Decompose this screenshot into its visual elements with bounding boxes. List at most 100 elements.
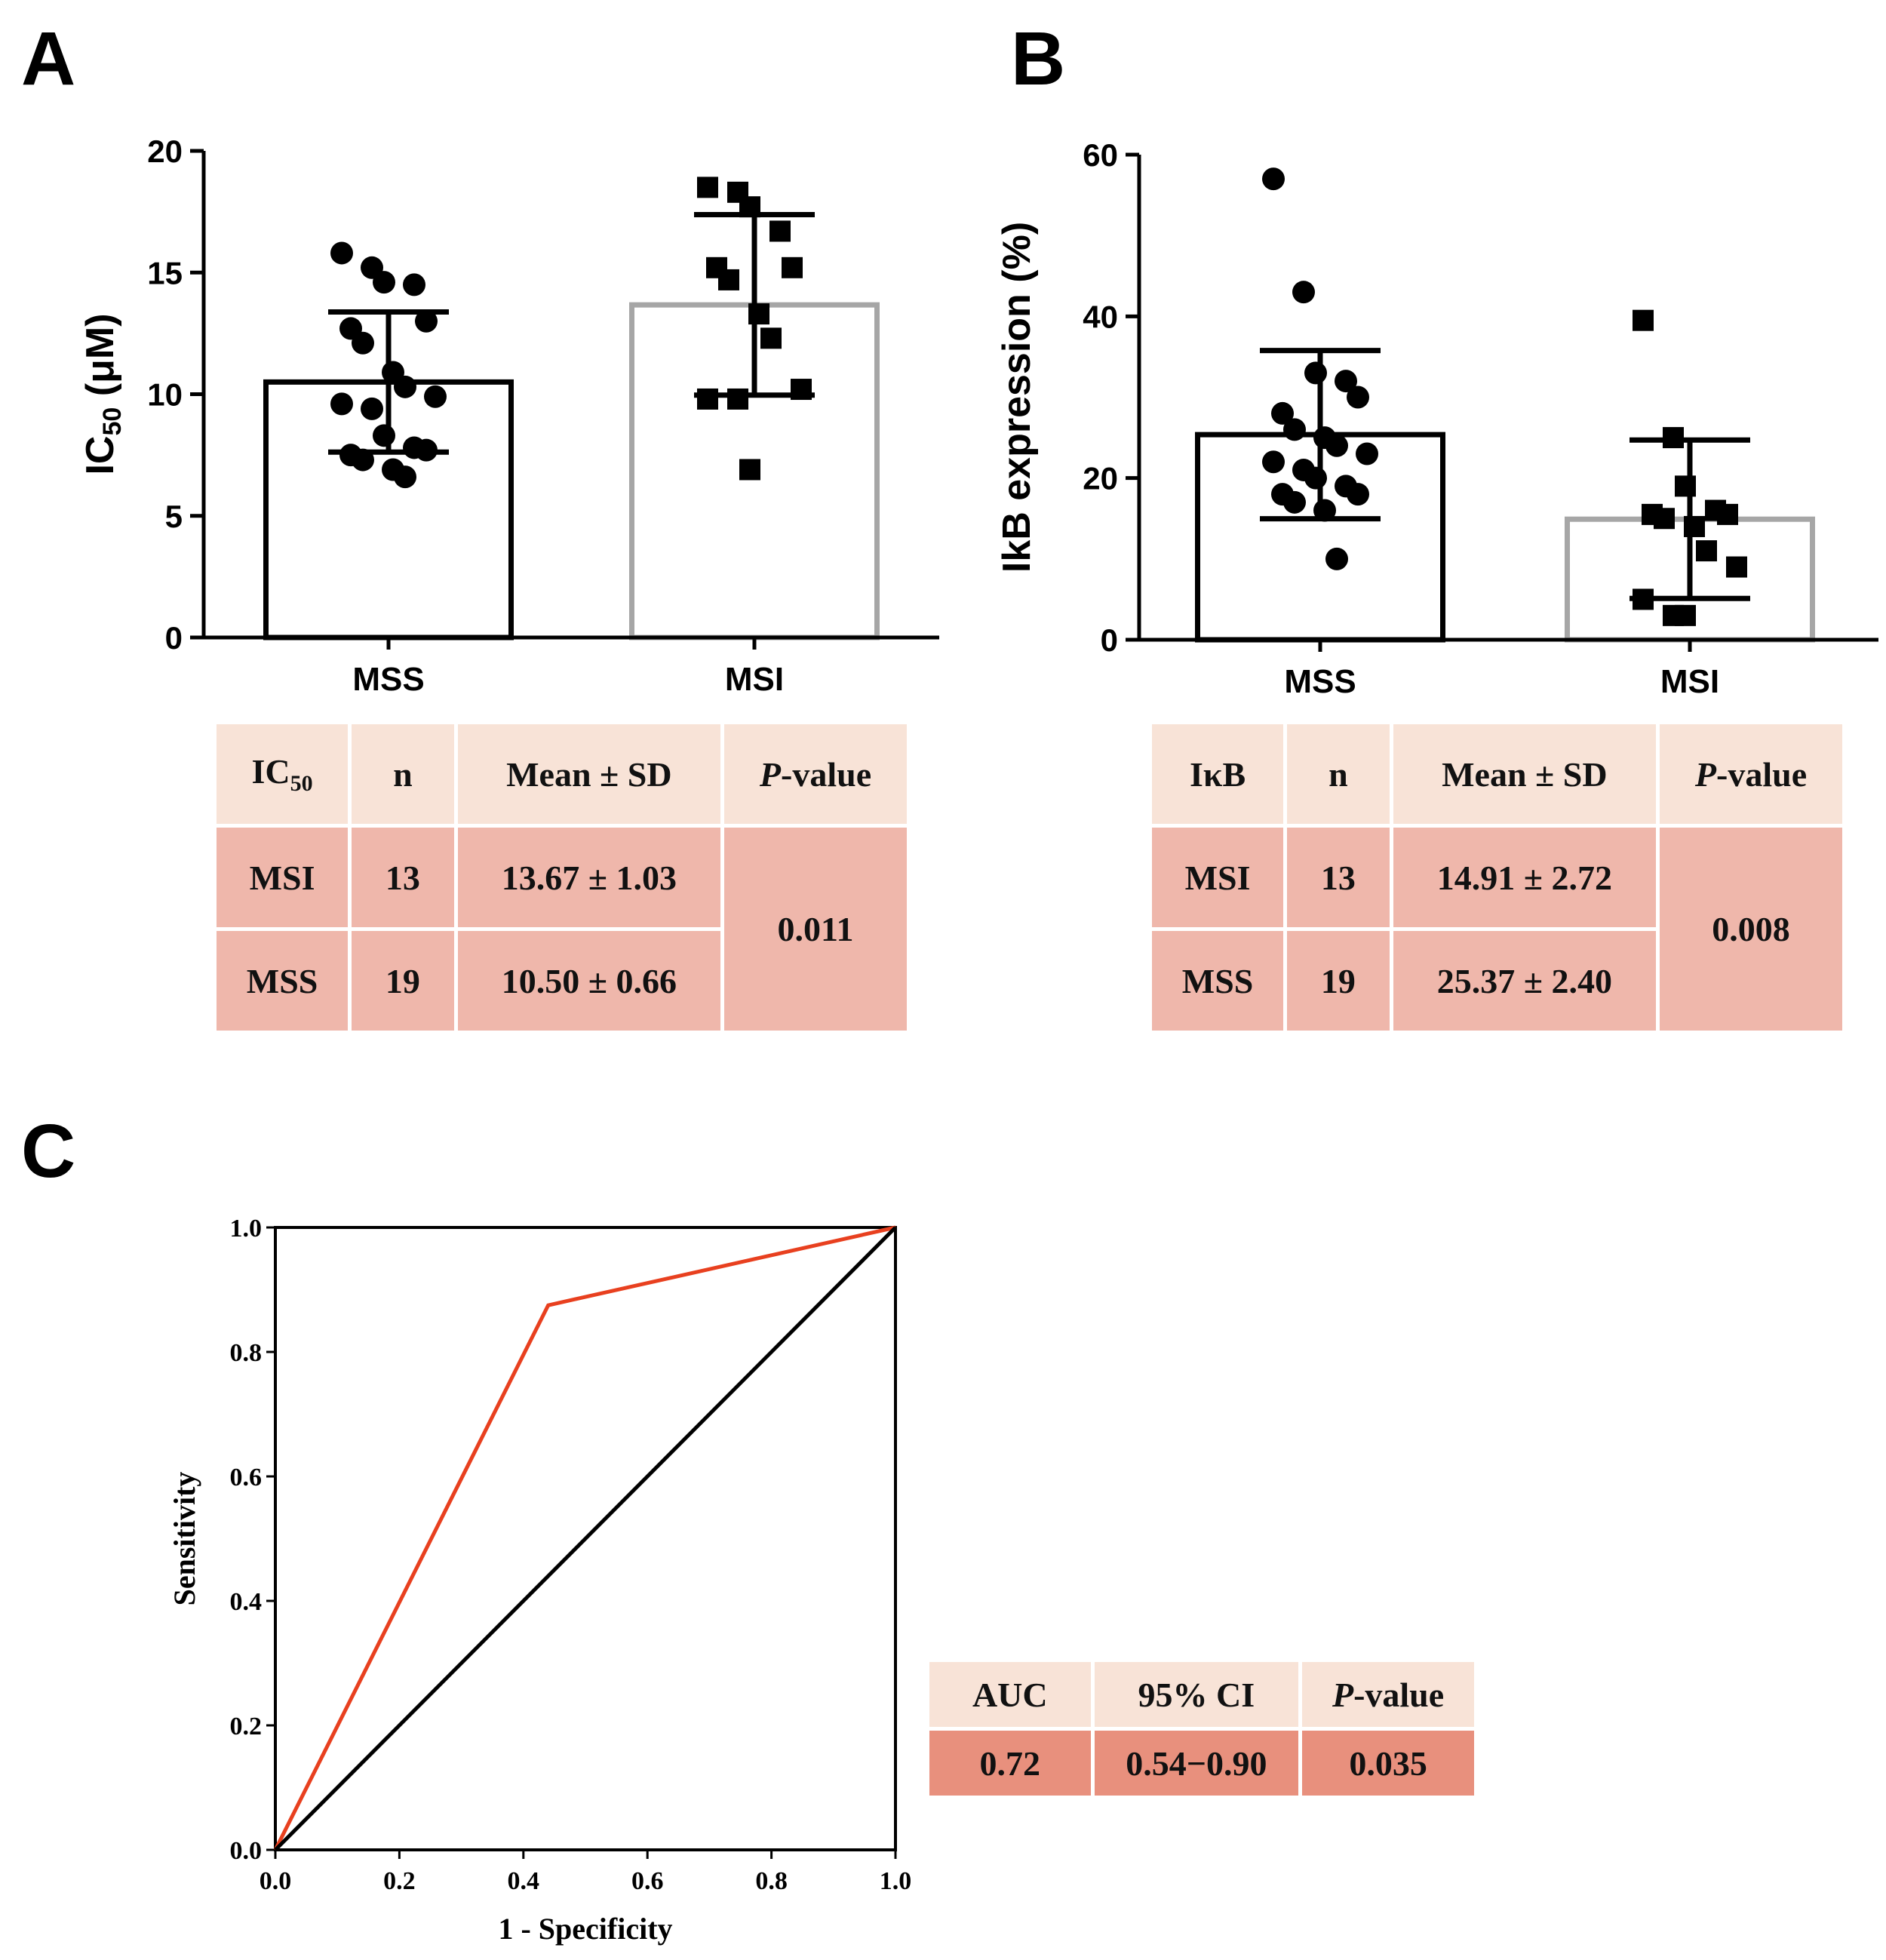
- row-group: MSI: [217, 828, 349, 927]
- header-n: n: [352, 724, 454, 824]
- data-point-msi: [739, 459, 760, 481]
- table-header-row: IC50 n Mean ± SD P-value: [217, 724, 907, 824]
- header-auc: AUC: [929, 1662, 1091, 1727]
- header-n: n: [1287, 724, 1390, 824]
- header-ic50: IC50: [217, 724, 349, 824]
- data-point-mss: [1304, 466, 1327, 490]
- chart-a-ic50: 0 5 10 15 20 MSS MSI IC50 (μM): [78, 134, 939, 698]
- row-group: MSS: [217, 931, 349, 1031]
- ci-value: 0.54−0.90: [1094, 1731, 1299, 1796]
- auc-value: 0.72: [929, 1731, 1091, 1796]
- x-tick-label-msi: MSI: [1660, 663, 1719, 700]
- header-mean-sd: Mean ± SD: [457, 724, 721, 824]
- x-tick-label: 0.4: [508, 1867, 540, 1895]
- data-point-msi: [1726, 556, 1747, 578]
- y-tick-label: 0.4: [230, 1588, 263, 1616]
- data-point-mss: [1335, 370, 1357, 393]
- table-row: MSI 13 13.67 ± 1.03 0.011: [217, 828, 907, 1031]
- data-point-mss: [1283, 418, 1306, 441]
- x-tick-label: 0.2: [383, 1867, 416, 1895]
- data-point-msi: [697, 177, 718, 198]
- y-tick-label: 0.8: [230, 1339, 263, 1367]
- data-point-msi: [1633, 309, 1654, 331]
- x-tick-label-mss: MSS: [352, 661, 424, 698]
- y-tick-label: 0: [1101, 622, 1118, 658]
- data-point-mss: [1347, 386, 1369, 409]
- data-point-msi: [1717, 503, 1738, 525]
- data-point-msi: [1654, 508, 1675, 530]
- data-point-mss: [373, 271, 395, 294]
- y-tick-label: 60: [1083, 137, 1118, 173]
- data-point-msi: [1696, 540, 1717, 562]
- data-point-mss: [1304, 361, 1327, 385]
- y-tick-label: 5: [165, 499, 183, 534]
- data-point-mss: [394, 375, 416, 398]
- data-point-mss: [1283, 490, 1306, 514]
- data-point-mss: [403, 273, 425, 296]
- panel-letter-a: A: [21, 17, 75, 101]
- y-tick-label: 20: [147, 134, 183, 169]
- x-tick-label: 0.6: [631, 1867, 664, 1895]
- data-point-msi: [1684, 515, 1705, 537]
- y-tick-label: 0: [165, 620, 183, 656]
- data-point-msi: [769, 220, 791, 242]
- data-point-msi: [697, 388, 718, 410]
- data-point-mss: [415, 309, 438, 333]
- chart-b-ikb-expression: 0 20 40 60 MSS MSI IkB expression (%): [995, 137, 1878, 700]
- table-c-roc-stats: AUC 95% CI P-value 0.72 0.54−0.90 0.035: [926, 1658, 1478, 1799]
- x-tick-label: 1.0: [880, 1867, 912, 1895]
- table-row: MSS 19 10.50 ± 0.66: [217, 931, 907, 1031]
- table-row: MSS 19 25.37 ± 2.40: [1152, 931, 1842, 1031]
- table-header-row: AUC 95% CI P-value: [929, 1662, 1474, 1727]
- row-n: 13: [1287, 828, 1390, 927]
- data-point-mss: [330, 241, 353, 265]
- table-b-ikb-stats: IκB n Mean ± SD P-value MSI 13 14.91 ± 2…: [1148, 720, 1846, 1034]
- table-row: MSI 13 14.91 ± 2.72 0.008: [1152, 828, 1842, 1031]
- table-row: 0.72 0.54−0.90 0.035: [929, 1731, 1474, 1796]
- y-tick-label: 0.2: [230, 1713, 263, 1740]
- row-mean-sd: 14.91 ± 2.72: [1393, 828, 1657, 927]
- header-p-value: P-value: [1660, 724, 1842, 824]
- table-a-ic50-stats: IC50 n Mean ± SD P-value MSI 13 13.67 ± …: [213, 720, 911, 1034]
- y-axis-label: IkB expression (%): [995, 222, 1039, 573]
- data-point-msi: [727, 388, 748, 410]
- data-point-mss: [1347, 483, 1369, 506]
- y-tick-label: 15: [147, 255, 183, 290]
- p-value: 0.035: [1302, 1731, 1474, 1796]
- data-point-msi: [760, 327, 782, 349]
- data-point-msi: [1675, 475, 1696, 497]
- row-n: 19: [1287, 931, 1390, 1031]
- row-mean-sd: 10.50 ± 0.66: [457, 931, 721, 1031]
- row-mean-sd: 13.67 ± 1.03: [457, 828, 721, 927]
- x-tick-label: 0.0: [260, 1867, 292, 1895]
- data-point-mss: [394, 465, 416, 489]
- x-tick-label-msi: MSI: [725, 661, 784, 698]
- data-point-msi: [748, 303, 769, 325]
- header-p-value: P-value: [1302, 1662, 1474, 1727]
- x-tick-label: 0.8: [755, 1867, 788, 1895]
- y-tick-label: 40: [1083, 299, 1118, 334]
- row-n: 19: [352, 931, 454, 1031]
- row-n: 13: [352, 828, 454, 927]
- x-tick-label-mss: MSS: [1284, 663, 1356, 700]
- data-point-mss: [1262, 450, 1285, 474]
- data-point-mss: [1262, 167, 1285, 191]
- p-value-cell: 0.011: [724, 828, 907, 1031]
- header-ikb: IκB: [1152, 724, 1284, 824]
- roc-curve-line: [273, 1225, 896, 1851]
- data-point-mss: [424, 385, 447, 408]
- data-point-mss: [361, 397, 383, 420]
- data-point-mss: [352, 331, 374, 355]
- data-point-msi: [1675, 604, 1696, 626]
- data-point-mss: [330, 392, 353, 416]
- row-group: MSI: [1152, 828, 1284, 927]
- y-tick-label: 0.0: [230, 1837, 263, 1865]
- y-axis-label: IC50 (μM): [78, 313, 127, 475]
- data-point-mss: [1271, 401, 1294, 425]
- y-tick-label: 10: [147, 377, 183, 413]
- reference-diagonal-line: [274, 1226, 897, 1851]
- y-tick-label: 0.6: [230, 1464, 263, 1492]
- data-point-mss: [1325, 547, 1348, 570]
- y-tick-label: 20: [1083, 461, 1118, 496]
- data-point-msi: [718, 269, 739, 290]
